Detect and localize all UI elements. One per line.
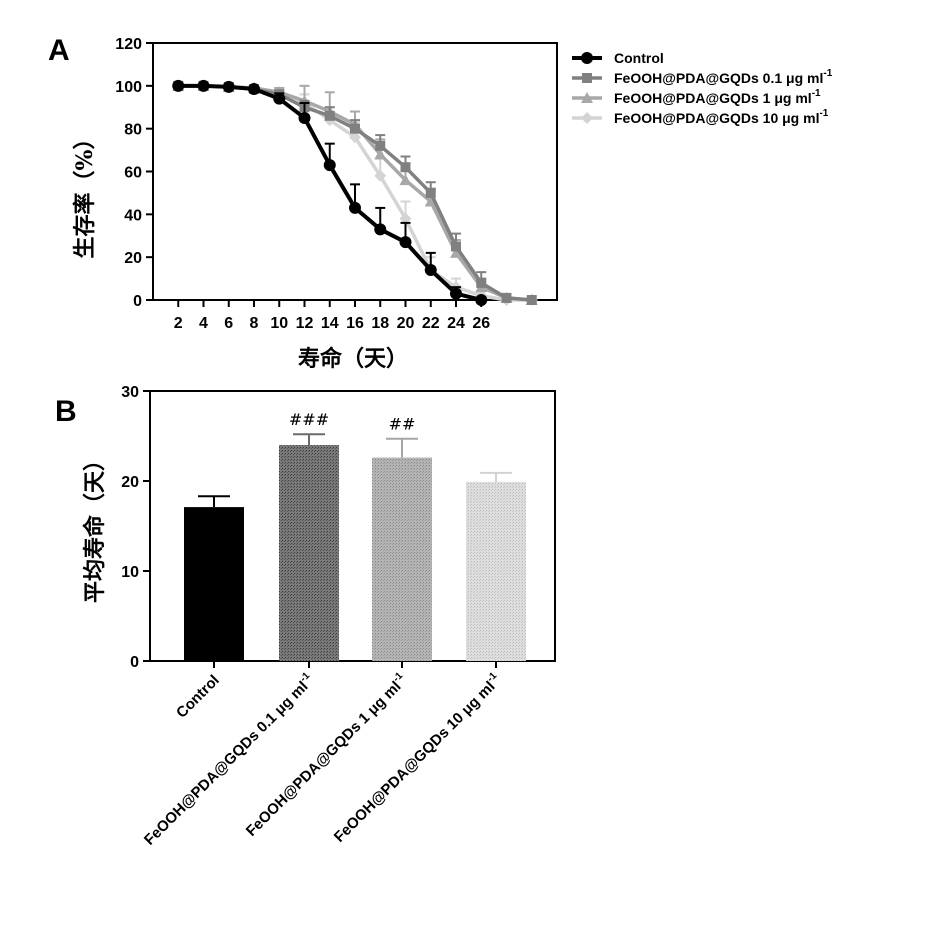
y-tick-label: 30 [121, 384, 139, 401]
data-point [324, 159, 336, 171]
y-tick-label: 100 [115, 79, 142, 96]
mean-lifespan-bar-chart: 0102030 ##### 平均寿命（天） ControlFeOOH@PDA@G… [82, 384, 555, 849]
panel-a-y-axis-title: 生存率（%） [72, 128, 98, 259]
x-tick-label: 12 [296, 315, 314, 332]
data-point [400, 236, 412, 248]
bar [466, 482, 526, 661]
data-point [581, 112, 593, 124]
legend-superscript: -1 [819, 108, 828, 119]
category-label: FeOOH@PDA@GQDs 10 μg ml-1 [329, 670, 505, 846]
panel-b-bars: ##### [184, 410, 526, 661]
survival-line-chart: 0204060801001202468101214161820222426 生存… [72, 36, 833, 372]
y-tick-label: 10 [121, 564, 139, 581]
y-tick-label: 60 [124, 165, 142, 182]
data-point [475, 294, 487, 306]
bar-group-1: ### [279, 410, 339, 661]
x-tick-label: 10 [270, 315, 288, 332]
data-point [172, 80, 184, 92]
legend-item-3: FeOOH@PDA@GQDs 10 μg ml-1 [572, 108, 829, 126]
panel-a-plot-frame [153, 43, 557, 300]
panel-a-series [172, 80, 538, 306]
legend-item-0: Control [572, 50, 664, 66]
x-tick-label: 16 [346, 315, 364, 332]
significance-marker: ## [389, 415, 416, 434]
legend-label: Control [614, 50, 664, 66]
x-tick-label: 6 [224, 315, 233, 332]
data-point [375, 141, 385, 151]
panel-a-x-axis-title: 寿命（天） [298, 346, 408, 372]
x-tick-label: 2 [174, 315, 183, 332]
bar-group-0 [184, 496, 244, 661]
panel-b-category-labels: ControlFeOOH@PDA@GQDs 0.1 μg ml-1FeOOH@P… [139, 670, 505, 849]
data-point [582, 73, 592, 83]
x-tick-label: 14 [321, 315, 339, 332]
category-label: Control [173, 672, 223, 722]
legend-item-2: FeOOH@PDA@GQDs 1 μg ml-1 [572, 88, 821, 106]
category-superscript: -1 [391, 670, 405, 684]
data-point [299, 112, 311, 124]
y-tick-label: 120 [115, 36, 142, 53]
category-superscript: -1 [485, 670, 499, 684]
category-superscript: -1 [298, 670, 312, 684]
x-tick-label: 26 [472, 315, 490, 332]
x-tick-label: 4 [199, 315, 208, 332]
bar [372, 458, 432, 661]
data-point [248, 83, 260, 95]
x-tick-label: 24 [447, 315, 465, 332]
bar-group-2: ## [372, 415, 432, 661]
panel-b-label: B [55, 395, 77, 428]
data-point [502, 293, 512, 303]
panel-b-y-axis-title: 平均寿命（天） [82, 449, 108, 603]
x-tick-label: 8 [250, 315, 259, 332]
x-tick-label: 20 [397, 315, 415, 332]
data-point [581, 52, 593, 64]
data-point [425, 264, 437, 276]
significance-marker: ### [289, 410, 329, 429]
panel-a-legend: Control FeOOH@PDA@GQDs 0.1 μg ml-1 FeOOH@P… [572, 50, 833, 126]
data-point [374, 223, 386, 235]
y-tick-label: 20 [121, 474, 139, 491]
data-point [325, 111, 335, 121]
x-tick-label: 18 [371, 315, 389, 332]
bar [184, 507, 244, 661]
legend-label: FeOOH@PDA@GQDs 1 μg ml-1 [614, 88, 821, 106]
legend-label: FeOOH@PDA@GQDs 10 μg ml-1 [614, 108, 829, 126]
data-point [273, 93, 285, 105]
data-point [198, 80, 210, 92]
legend-superscript: -1 [812, 88, 821, 99]
y-tick-label: 0 [133, 293, 142, 310]
legend-label: FeOOH@PDA@GQDs 0.1 μg ml-1 [614, 68, 833, 86]
data-point [223, 81, 235, 93]
y-tick-label: 20 [124, 250, 142, 267]
bar-group-3 [466, 473, 526, 661]
legend-superscript: -1 [823, 68, 832, 79]
data-point [426, 188, 436, 198]
category-label: FeOOH@PDA@GQDs 0.1 μg ml-1 [139, 670, 318, 849]
legend-item-1: FeOOH@PDA@GQDs 0.1 μg ml-1 [572, 68, 833, 86]
data-point [350, 124, 360, 134]
data-point [401, 162, 411, 172]
panel-a-label: A [48, 34, 70, 67]
y-tick-label: 40 [124, 207, 142, 224]
data-point [476, 278, 486, 288]
y-tick-label: 0 [130, 654, 139, 671]
data-point [451, 241, 461, 251]
y-tick-label: 80 [124, 122, 142, 139]
category-label: FeOOH@PDA@GQDs 1 μg ml-1 [241, 670, 411, 840]
x-tick-label: 22 [422, 315, 440, 332]
data-point [527, 295, 537, 305]
data-point [450, 288, 462, 300]
bar [279, 445, 339, 661]
data-point [349, 202, 361, 214]
